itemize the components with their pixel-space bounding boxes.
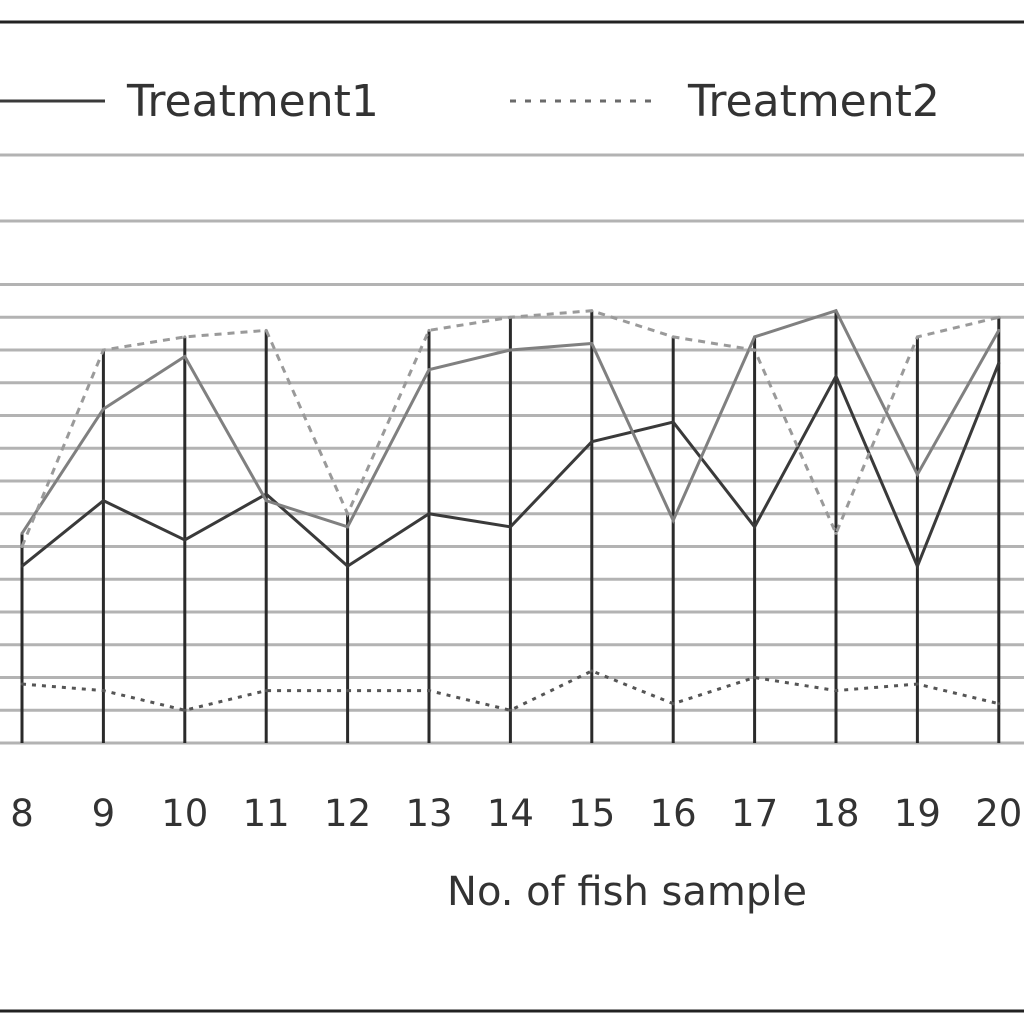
point-s0-20: [997, 361, 1001, 365]
point-s3-11: [264, 328, 268, 332]
point-s2-11: [264, 499, 268, 503]
point-s1-17: [753, 676, 757, 679]
point-s0-18: [834, 374, 838, 378]
x-tick-label-12: 12: [324, 792, 371, 835]
x-tick-label-9: 9: [92, 792, 116, 835]
point-s2-15: [590, 341, 594, 345]
point-s1-16: [671, 702, 675, 706]
point-s3-19: [915, 335, 919, 339]
point-s1-9: [101, 689, 105, 693]
point-s0-10: [183, 538, 187, 542]
x-tick-label-10: 10: [161, 792, 208, 835]
point-s2-10: [183, 355, 187, 359]
point-s3-12: [346, 512, 350, 516]
x-tick-labels: 8 9 10 11 12 13 14 15 16 17 18 19 20: [10, 792, 1022, 835]
point-s2-12: [346, 525, 350, 529]
chart-frame: [0, 20, 1024, 1013]
x-tick-label-11: 11: [243, 792, 290, 835]
point-s1-11: [264, 689, 268, 693]
x-tick-label-8: 8: [10, 792, 34, 835]
point-s1-20: [997, 702, 1001, 706]
x-tick-label-17: 17: [731, 792, 778, 835]
point-s0-13: [427, 512, 431, 516]
point-s1-15: [590, 669, 594, 673]
point-s1-19: [915, 682, 919, 686]
point-s3-14: [508, 315, 512, 319]
point-s0-12: [346, 564, 350, 568]
legend: Treatment1 Treatment2: [0, 76, 940, 127]
point-s0-8: [20, 564, 24, 568]
point-s3-16: [671, 335, 675, 339]
point-s2-13: [427, 368, 431, 372]
point-s1-8: [20, 682, 24, 686]
legend-label-treatment1: Treatment1: [126, 76, 379, 127]
point-s2-20: [997, 328, 1001, 332]
point-s1-13: [427, 689, 431, 693]
point-s1-14: [508, 708, 512, 712]
point-s3-10: [183, 335, 187, 339]
point-s1-18: [834, 689, 838, 693]
x-tick-label-19: 19: [894, 792, 941, 835]
x-tick-label-14: 14: [487, 792, 534, 835]
point-s0-16: [671, 420, 675, 424]
point-s3-9: [101, 348, 105, 352]
point-s2-8: [20, 531, 24, 535]
point-s2-17: [753, 335, 757, 339]
point-s2-19: [915, 472, 919, 476]
point-s0-9: [101, 499, 105, 503]
point-s3-17: [753, 348, 757, 352]
point-s0-14: [508, 525, 512, 529]
point-s1-10: [183, 708, 187, 712]
point-s3-15: [590, 309, 594, 313]
x-tick-label-13: 13: [405, 792, 452, 835]
point-s1-12: [346, 689, 350, 693]
series-lines: [20, 308, 1001, 712]
x-tick-label-15: 15: [568, 792, 615, 835]
x-tick-label-18: 18: [812, 792, 859, 835]
point-s2-9: [101, 407, 105, 411]
horizontal-gridlines: [0, 153, 1024, 745]
point-s3-20: [997, 315, 1001, 319]
point-s0-17: [753, 525, 757, 529]
point-s2-16: [671, 518, 675, 522]
x-tick-label-16: 16: [650, 792, 697, 835]
point-s3-18: [834, 531, 838, 535]
point-s2-18: [834, 309, 838, 313]
point-s3-8: [20, 545, 24, 548]
point-s2-14: [508, 348, 512, 352]
x-axis-label: No. of fish sample: [447, 869, 807, 915]
point-s0-15: [590, 440, 594, 444]
point-s0-11: [264, 492, 268, 496]
legend-label-treatment2: Treatment2: [687, 76, 940, 127]
x-tick-label-20: 20: [975, 792, 1022, 835]
point-s3-13: [427, 328, 431, 332]
point-s0-19: [915, 564, 919, 568]
